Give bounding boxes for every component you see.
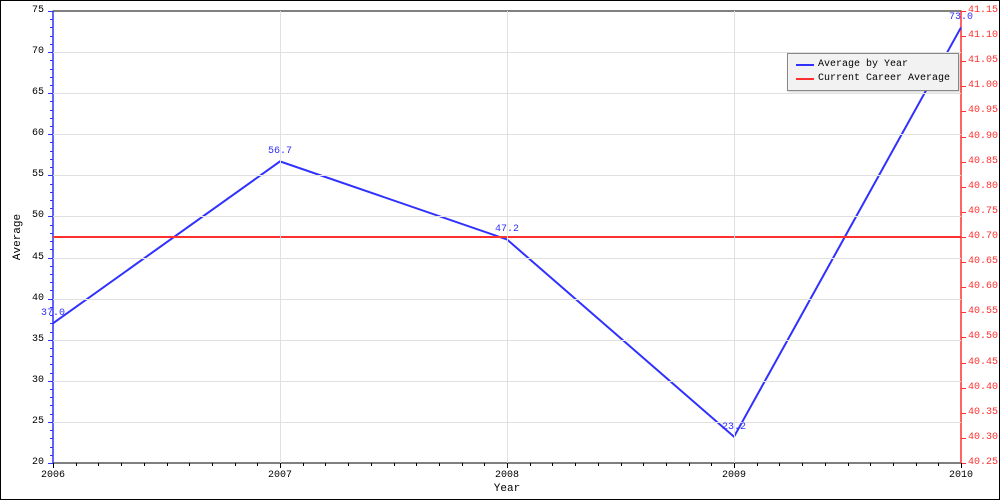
chart-container: Average by YearCurrent Career Average Av… xyxy=(0,0,1000,500)
x-axis-title: Year xyxy=(494,483,520,495)
data-point-label: 37.0 xyxy=(41,308,65,319)
legend-item: Current Career Average xyxy=(796,72,950,86)
legend-label: Average by Year xyxy=(818,58,908,72)
legend-swatch xyxy=(796,78,814,80)
data-point-label: 23.2 xyxy=(722,422,746,433)
legend: Average by YearCurrent Career Average xyxy=(787,53,959,91)
legend-label: Current Career Average xyxy=(818,72,950,86)
legend-swatch xyxy=(796,64,814,66)
y-axis-title: Average xyxy=(12,214,24,260)
data-point-label: 56.7 xyxy=(268,146,292,157)
data-point-label: 73.0 xyxy=(949,12,973,23)
data-point-label: 47.2 xyxy=(495,224,519,235)
legend-item: Average by Year xyxy=(796,58,950,72)
